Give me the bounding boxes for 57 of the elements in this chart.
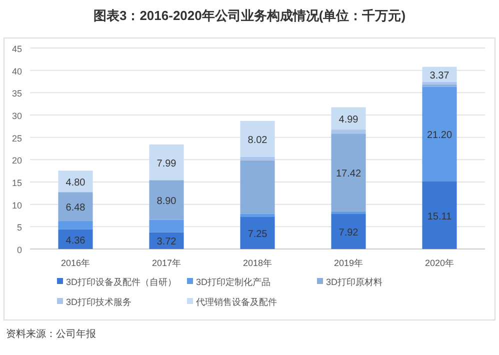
x-tick-label: 2017年 (152, 258, 182, 268)
data-label: 7.99 (156, 158, 177, 170)
bar (149, 232, 184, 249)
data-label: 4.80 (66, 177, 86, 188)
legend-label: 3D打印技术服务 (66, 297, 132, 307)
data-label: 7.92 (338, 227, 359, 238)
y-tick-label: 15 (12, 178, 22, 188)
x-tick-label: 2018年 (242, 258, 272, 268)
y-tick-label: 5 (16, 222, 22, 233)
x-tick-label: 2020年 (424, 258, 454, 268)
data-label: 8.02 (248, 134, 268, 146)
bar (331, 134, 366, 212)
y-tick-label: 20 (12, 156, 22, 166)
y-tick-label: 30 (12, 111, 22, 121)
data-label: 4.99 (338, 114, 359, 126)
x-tick-label: 2019年 (334, 258, 364, 268)
legend-label: 3D打印原材料 (326, 277, 383, 287)
data-label: 21.20 (426, 130, 452, 142)
y-tick-label: 45 (12, 44, 22, 54)
bar (149, 180, 184, 220)
bar (58, 192, 93, 222)
bar (58, 221, 93, 230)
data-label: 3.37 (430, 70, 450, 82)
bar (422, 82, 457, 85)
bar (240, 156, 275, 160)
y-tick-label: 35 (12, 88, 22, 99)
bar (331, 130, 366, 134)
y-tick-label: 0 (16, 245, 22, 255)
bar (331, 211, 366, 214)
data-label: 15.11 (427, 211, 452, 222)
chart-title: 图表3：2016-2020年公司业务构成情况(单位：千万元) (93, 8, 406, 23)
y-tick-label: 10 (12, 200, 22, 210)
bar (240, 120, 275, 157)
bar (422, 182, 457, 249)
bar (240, 216, 275, 249)
bar (240, 160, 275, 214)
x-tick-label: 2016年 (60, 258, 90, 268)
data-label: 17.42 (336, 168, 362, 180)
legend-label: 3D打印设备及配件（自研） (66, 277, 177, 287)
legend-label: 3D打印定制化产品 (196, 277, 271, 287)
bar (58, 230, 93, 249)
bar (331, 214, 366, 249)
legend-label: 代理销售设备及配件 (195, 297, 277, 307)
bar (240, 214, 275, 217)
bar (331, 107, 366, 130)
bar (58, 170, 93, 192)
data-label: 4.36 (66, 235, 86, 246)
y-tick-label: 40 (12, 66, 22, 76)
bar (422, 86, 457, 182)
data-label: 7.25 (248, 228, 268, 240)
data-label: 3.72 (156, 236, 177, 248)
data-label: 6.48 (66, 202, 86, 214)
bar (149, 220, 184, 232)
y-tick-label: 25 (12, 133, 22, 144)
data-label: 8.90 (156, 196, 177, 207)
bar (149, 144, 184, 180)
text: 资料来源：公司年报 (6, 328, 96, 340)
